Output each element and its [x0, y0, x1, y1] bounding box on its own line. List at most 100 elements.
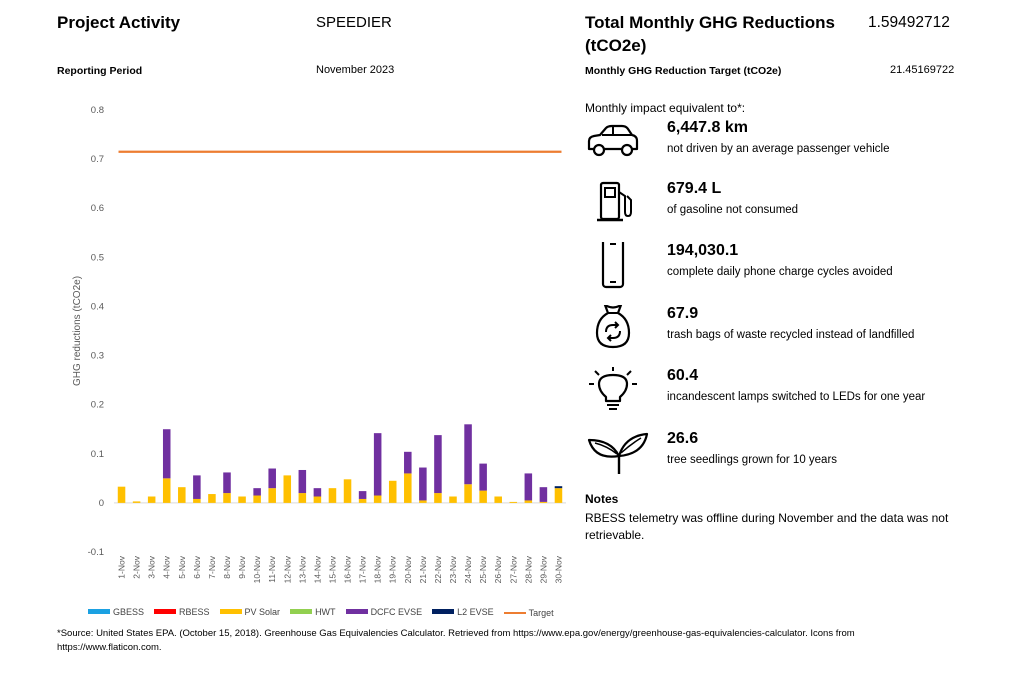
bar-dcfc-evse: [298, 469, 307, 494]
bar-pv-solar: [449, 496, 457, 503]
legend-item-l2-evse: L2 EVSE: [432, 607, 494, 617]
bar-dcfc-evse: [404, 451, 412, 474]
bar-pv-solar: [178, 487, 186, 503]
x-tick-label: 27-Nov: [508, 555, 518, 583]
y-tick-label: 0.6: [91, 203, 104, 214]
x-tick-label: 29-Nov: [538, 555, 548, 583]
bar-pv-solar: [132, 501, 141, 503]
impact-value: 26.6: [667, 430, 699, 447]
x-tick-label: 17-Nov: [358, 555, 368, 583]
bar-pv-solar: [539, 501, 548, 503]
x-tick-label: 14-Nov: [312, 555, 322, 583]
y-tick-label: 0.4: [91, 301, 104, 312]
bar-dcfc-evse: [434, 435, 442, 494]
recycle-bag-icon: [585, 303, 639, 355]
bar-dcfc-evse: [373, 433, 382, 496]
phone-icon: [585, 237, 639, 292]
bar-pv-solar: [147, 496, 156, 503]
legend-swatch: [88, 609, 110, 614]
bar-dcfc-evse: [162, 429, 171, 479]
notes-text: RBESS telemetry was offline during Novem…: [585, 511, 949, 542]
bar-pv-solar: [434, 493, 442, 503]
bar-pv-solar: [298, 493, 307, 503]
impact-desc: of gasoline not consumed: [667, 204, 799, 216]
bar-pv-solar: [464, 484, 472, 503]
x-tick-label: 30-Nov: [553, 555, 563, 583]
bar-pv-solar: [162, 478, 171, 503]
x-tick-label: 11-Nov: [267, 555, 277, 583]
project-name: SPEEDIER: [316, 14, 392, 31]
x-tick-label: 21-Nov: [418, 555, 428, 583]
y-axis-label: GHG reductions (tCO2e): [72, 276, 83, 386]
y-tick-label: 0.7: [91, 154, 104, 165]
bar-dcfc-evse: [313, 488, 322, 497]
legend-item-gbess: GBESS: [88, 607, 144, 617]
bar-pv-solar: [479, 490, 487, 503]
bar-pv-solar: [388, 480, 397, 503]
impact-heading: Monthly impact equivalent to*:: [585, 101, 746, 115]
legend-label: DCFC EVSE: [370, 606, 423, 617]
x-tick-label: 16-Nov: [343, 555, 353, 583]
bar-pv-solar: [223, 493, 231, 503]
bar-pv-solar: [524, 500, 533, 503]
reporting-period-label: Reporting Period: [57, 65, 143, 77]
x-tick-label: 25-Nov: [478, 555, 488, 583]
bar-dcfc-evse: [479, 463, 487, 491]
bar-pv-solar: [193, 498, 201, 503]
x-tick-label: 15-Nov: [327, 555, 337, 583]
impact-value: 60.4: [667, 367, 699, 384]
legend-label: Target: [528, 608, 554, 618]
impact-value: 679.4 L: [667, 180, 722, 197]
bar-dcfc-evse: [193, 475, 201, 499]
y-tick-label: 0.1: [91, 449, 104, 460]
y-tick-label: 0.8: [91, 105, 104, 116]
x-tick-label: 24-Nov: [463, 555, 473, 583]
legend-swatch: [154, 609, 177, 614]
total-reductions-label-1: Total Monthly GHG Reductions: [585, 13, 835, 32]
seedling-icon: [585, 430, 649, 480]
bar-dcfc-evse: [223, 472, 231, 494]
legend-swatch: [345, 609, 368, 614]
car-icon: [585, 119, 639, 169]
bar-pv-solar: [494, 496, 502, 503]
total-reductions-label-2: (tCO2e): [585, 36, 647, 55]
x-tick-label: 5-Nov: [177, 555, 187, 578]
bar-pv-solar: [509, 501, 518, 503]
x-tick-label: 1-Nov: [117, 555, 127, 578]
y-tick-label: 0.3: [91, 351, 104, 362]
legend-label: HWT: [315, 606, 336, 617]
y-tick-label: -0.1: [88, 547, 104, 558]
impact-value: 67.9: [667, 305, 699, 322]
target-label: Monthly GHG Reduction Target (tCO2e): [585, 65, 782, 77]
legend-item-target: Target: [503, 608, 554, 618]
x-tick-label: 6-Nov: [192, 555, 202, 578]
legend-label: GBESS: [113, 606, 145, 617]
impact-desc: tree seedlings grown for 10 years: [667, 454, 838, 466]
impact-item-lamps: 60.4 incandescent lamps switched to LEDs…: [585, 367, 985, 417]
y-tick-label: 0.5: [91, 252, 104, 263]
impact-desc: complete daily phone charge cycles avoid…: [667, 266, 893, 278]
x-tick-label: 23-Nov: [448, 555, 458, 583]
bar-pv-solar: [208, 494, 216, 503]
notes-heading: Notes: [585, 492, 619, 506]
source-footnote-line2: https://www.flaticon.com.: [57, 642, 162, 653]
impact-value: 194,030.1: [667, 242, 739, 259]
bar-dcfc-evse: [524, 473, 533, 501]
bar-pv-solar: [554, 488, 563, 503]
legend-swatch: [432, 609, 455, 614]
impact-desc: not driven by an average passenger vehic…: [667, 143, 890, 155]
legend-item-dcfc-evse: DCFC EVSE: [345, 606, 423, 617]
legend-label: PV Solar: [244, 606, 281, 617]
target-value: 21.45169722: [890, 64, 955, 76]
bar-pv-solar: [253, 495, 261, 503]
x-tick-label: 13-Nov: [297, 555, 307, 583]
x-tick-label: 26-Nov: [493, 555, 503, 583]
chart-legend: GBESS RBESS PV Solar HWT DCFC EVSE L2 EVSE Tar…: [88, 601, 568, 619]
impact-item-seedlings: 26.6 tree seedlings grown for 10 years: [585, 430, 985, 480]
source-footnote-line1: *Source: United States EPA. (October 15,…: [57, 628, 855, 639]
x-tick-label: 7-Nov: [207, 555, 217, 578]
bar-dcfc-evse: [268, 468, 276, 489]
bar-pv-solar: [343, 479, 352, 503]
legend-item-rbess: RBESS: [154, 607, 210, 617]
bar-pv-solar: [419, 500, 427, 503]
